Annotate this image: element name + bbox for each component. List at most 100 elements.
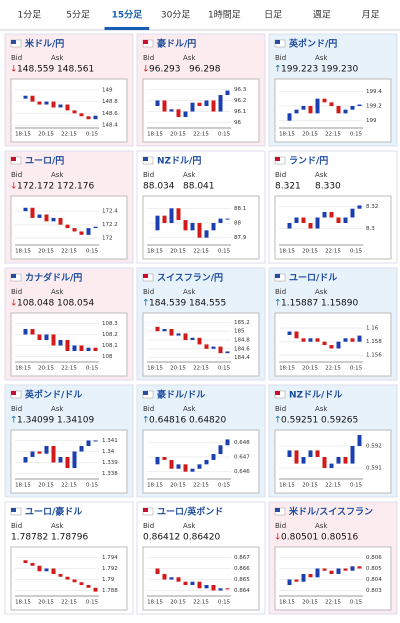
candle [86,116,91,120]
arrow: ↑ [142,416,150,426]
candle [225,439,230,446]
ask-label: Ask [315,288,328,296]
candle [58,217,63,225]
flag [11,274,16,278]
candle [322,212,327,218]
bid-value: 1.78782 [11,533,48,543]
y-tick-label: 87.9 [234,235,247,241]
flag [143,274,148,278]
candle [315,338,320,342]
pair-name: ユーロ/ドル [289,273,337,284]
x-tick-label: 18:15 [15,132,31,138]
bid-value: 199.223 [281,65,318,75]
arrow: ↑ [10,416,18,426]
flag [275,391,280,395]
candle [183,220,188,231]
candle [357,566,362,569]
candle [37,334,42,340]
candle [51,446,56,463]
tab[interactable]: 週足 [313,10,331,21]
x-tick-label: 18:15 [279,483,295,489]
candle [58,457,63,463]
tab[interactable]: 5分足 [66,10,90,21]
y-tick-label: 0.648 [234,440,250,446]
candle [197,223,202,238]
x-tick-label: 0:15 [86,483,99,489]
candle [72,451,77,468]
arrow: ↓ [10,65,18,75]
tab[interactable]: 1時間足 [208,10,241,21]
candle [357,205,362,209]
candle [30,207,35,218]
y-tick-label: 88 [234,221,241,227]
tab[interactable]: 15分足 [112,9,144,21]
ask-value: 0.86420 [183,533,220,543]
y-tick-label: 0.864 [234,588,250,594]
candle [308,338,313,342]
bid-value: 88.034 [143,182,175,192]
x-tick-label: 18:15 [147,483,163,489]
ask-label: Ask [51,522,64,530]
candle [176,109,181,117]
candle [176,577,181,582]
y-tick-label: 199 [366,118,377,124]
candle [183,333,188,340]
tab[interactable]: 1分足 [18,10,42,21]
candle [51,334,56,346]
x-tick-label: 20:15 [302,483,318,489]
candle [225,588,230,590]
bid-value: 184.539 [149,299,186,309]
candle [155,568,160,574]
bid-label: Bid [11,171,22,179]
x-tick-label: 22:15 [193,132,209,138]
candle [93,115,98,120]
y-tick-label: 108.2 [102,332,118,338]
y-tick-label: 8.32 [366,204,378,210]
y-tick-label: 1.79 [102,577,115,583]
candle [218,346,223,354]
arrow: ↑ [274,299,282,309]
candle [287,331,292,335]
candle [44,214,49,222]
x-tick-label: 0:15 [86,600,99,606]
candle [155,326,160,332]
candle [169,577,174,580]
y-tick-label: 0.805 [366,566,382,572]
x-tick-label: 0:15 [218,600,231,606]
candle [322,457,327,468]
x-tick-label: 0:15 [86,366,99,372]
candle [72,110,77,114]
tab[interactable]: 30分足 [161,10,190,21]
bid-label: Bid [143,54,154,62]
ask-label: Ask [51,54,64,62]
tab[interactable]: 日足 [264,10,282,21]
ask-value: 0.80516 [321,533,358,543]
arrow: ↓ [274,533,282,543]
candle [37,101,42,105]
candle [23,457,28,463]
candle [343,568,348,571]
bid-label: Bid [11,54,22,62]
candle [93,347,98,351]
bid-label: Bid [143,171,154,179]
candle [322,568,327,571]
candle [190,581,195,585]
y-tick-label: 108 [102,354,113,360]
tab[interactable]: 月足 [362,10,380,21]
x-tick-label: 20:15 [38,366,54,372]
